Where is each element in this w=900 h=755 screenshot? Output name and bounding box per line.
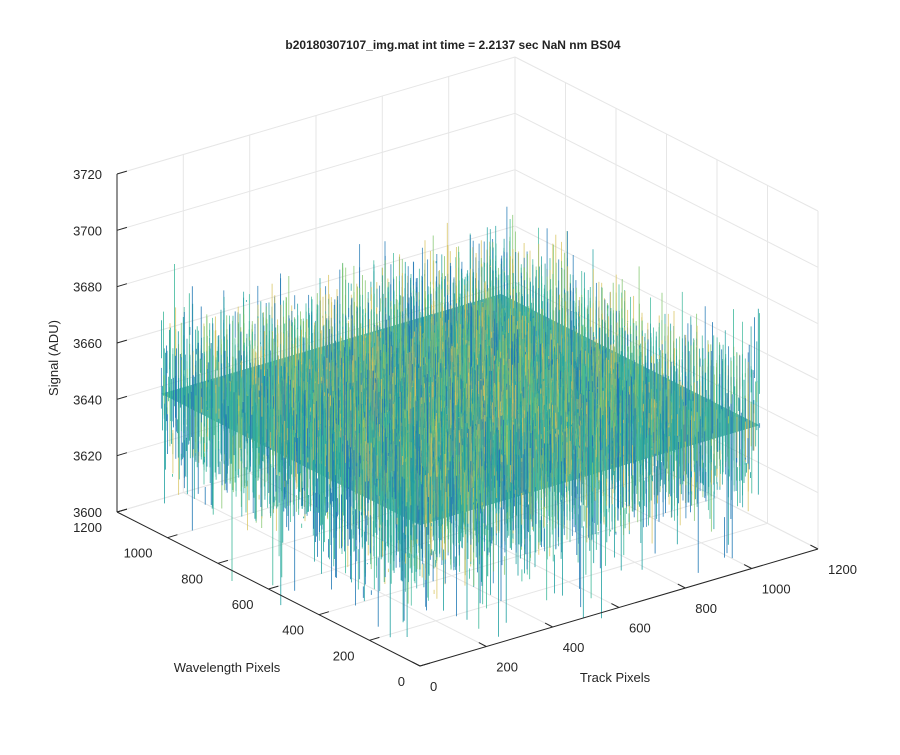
- surface-plot: 0200400600800100012000200400600800100012…: [0, 0, 900, 750]
